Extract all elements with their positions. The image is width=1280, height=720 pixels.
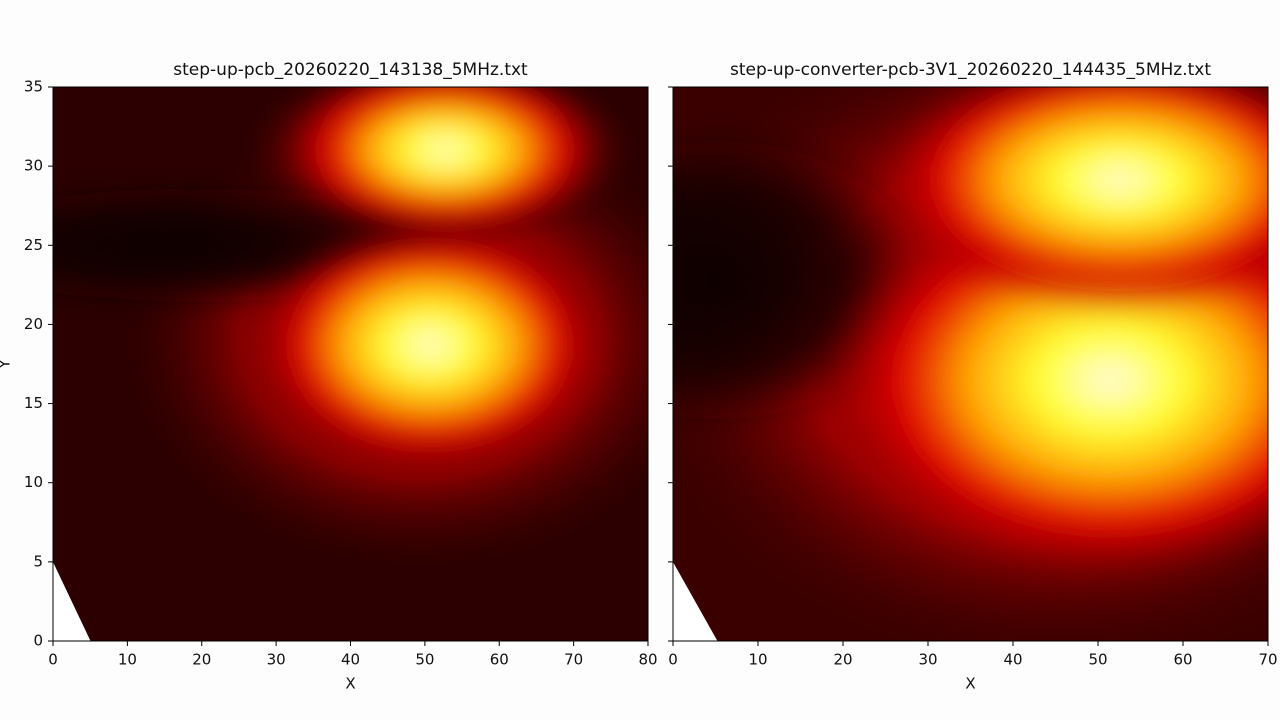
x-tick-label: 40 bbox=[341, 651, 360, 669]
y-tick-label: 15 bbox=[24, 394, 43, 412]
x-tick-label: 10 bbox=[748, 651, 767, 669]
chart-title: step-up-pcb_20260220_143138_5MHz.txt bbox=[173, 60, 528, 80]
x-tick-label: 10 bbox=[118, 651, 137, 669]
x-tick-label: 30 bbox=[267, 651, 286, 669]
heatmap-image bbox=[53, 87, 648, 641]
heatmap-image bbox=[673, 87, 1268, 641]
y-tick-label: 25 bbox=[24, 236, 43, 254]
x-tick-label: 70 bbox=[564, 651, 583, 669]
x-tick-label: 0 bbox=[668, 651, 678, 669]
y-axis-label: Y bbox=[0, 359, 14, 370]
y-tick-label: 20 bbox=[24, 315, 43, 333]
y-tick-label: 30 bbox=[24, 157, 43, 175]
x-axis-label: X bbox=[345, 675, 355, 693]
x-tick-label: 30 bbox=[918, 651, 937, 669]
x-tick-label: 80 bbox=[638, 651, 657, 669]
y-tick-label: 5 bbox=[33, 552, 43, 570]
x-tick-label: 50 bbox=[1088, 651, 1107, 669]
x-tick-label: 20 bbox=[192, 651, 211, 669]
x-tick-label: 70 bbox=[1258, 651, 1277, 669]
x-tick-label: 60 bbox=[490, 651, 509, 669]
x-tick-label: 0 bbox=[48, 651, 58, 669]
y-tick-label: 10 bbox=[24, 473, 43, 491]
chart-title: step-up-converter-pcb-3V1_20260220_14443… bbox=[730, 60, 1211, 80]
x-tick-label: 40 bbox=[1003, 651, 1022, 669]
axes-frame bbox=[672, 86, 1269, 642]
y-tick-label: 35 bbox=[24, 78, 43, 96]
x-axis-label: X bbox=[965, 675, 975, 693]
x-tick-label: 50 bbox=[415, 651, 434, 669]
x-tick-label: 20 bbox=[833, 651, 852, 669]
y-tick-label: 0 bbox=[33, 632, 43, 650]
x-tick-label: 60 bbox=[1173, 651, 1192, 669]
